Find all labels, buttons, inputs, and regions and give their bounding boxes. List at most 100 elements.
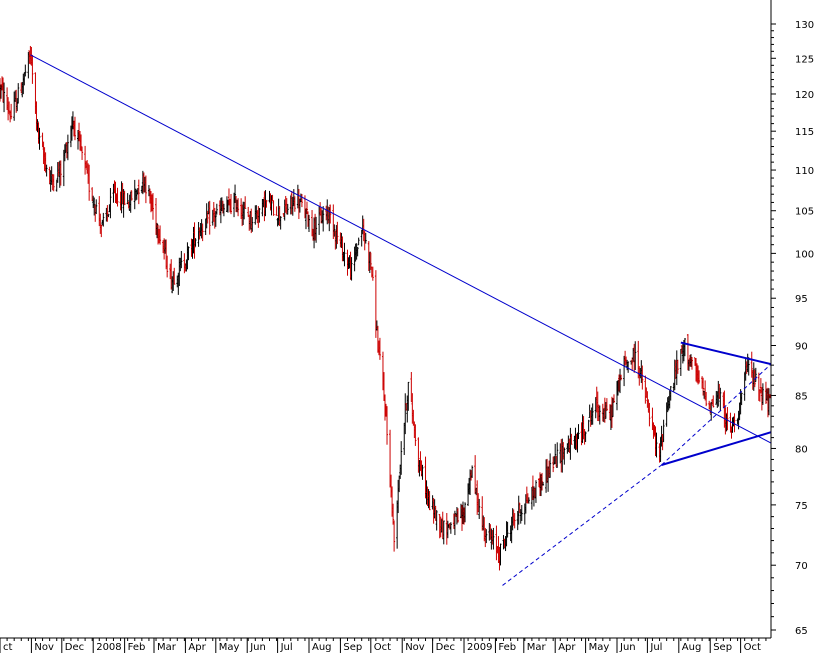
- candle: [729, 412, 732, 433]
- candle: [100, 224, 103, 238]
- candle: [36, 119, 39, 133]
- candle: [556, 442, 559, 468]
- candle: [88, 164, 91, 201]
- candle: [31, 54, 34, 84]
- y-tick-label: 115: [795, 127, 814, 138]
- candle: [752, 362, 755, 391]
- candle: [66, 134, 69, 161]
- candle: [620, 374, 623, 381]
- candle: [587, 419, 590, 432]
- candle: [605, 398, 608, 411]
- candle: [193, 222, 196, 259]
- candle: [17, 83, 20, 104]
- candle: [208, 200, 211, 235]
- candle: [166, 255, 169, 278]
- candle: [669, 385, 672, 401]
- candle: [520, 505, 523, 521]
- candle: [740, 392, 743, 406]
- x-tick-label: Feb: [498, 642, 516, 653]
- candle: [279, 216, 282, 230]
- candle: [464, 502, 467, 523]
- candle: [206, 210, 209, 224]
- candle: [428, 491, 431, 511]
- candle: [116, 187, 119, 207]
- candle: [506, 521, 509, 538]
- candle: [275, 206, 278, 217]
- y-tick-label: 85: [795, 391, 808, 402]
- y-tick-label: 65: [795, 626, 808, 637]
- candle: [485, 529, 488, 544]
- x-tick-label: May: [589, 642, 610, 653]
- candle: [59, 160, 62, 186]
- y-tick-label: 75: [795, 501, 808, 512]
- candle: [449, 522, 452, 534]
- candle: [126, 193, 129, 205]
- candle: [144, 175, 147, 204]
- x-tick-label: Aug: [312, 642, 332, 653]
- candle: [676, 359, 679, 374]
- candle: [407, 381, 410, 411]
- candle: [180, 250, 183, 269]
- candle: [322, 206, 325, 232]
- candle: [527, 497, 530, 504]
- candle: [584, 431, 587, 443]
- candle: [272, 200, 275, 216]
- y-tick-label: 120: [795, 90, 814, 101]
- candle: [435, 510, 438, 531]
- trendline-4: [502, 464, 662, 586]
- candle: [492, 527, 495, 550]
- candle: [733, 413, 736, 433]
- candle: [194, 238, 197, 247]
- candle: [214, 211, 217, 227]
- candle: [563, 447, 566, 465]
- candle: [95, 199, 98, 215]
- candle: [315, 216, 318, 243]
- y-tick-label: 90: [795, 341, 808, 352]
- candle: [201, 223, 204, 242]
- candle: [159, 225, 162, 245]
- candle: [554, 443, 557, 465]
- x-tick-label: ct: [3, 642, 12, 653]
- candle: [106, 205, 109, 222]
- x-tick-label: May: [219, 642, 240, 653]
- trendline-1: [30, 54, 772, 444]
- x-tick-label: Jul: [280, 642, 293, 653]
- candle: [552, 456, 555, 473]
- candle: [369, 252, 372, 270]
- x-tick-label: Mar: [157, 642, 177, 653]
- candle: [683, 338, 686, 357]
- candle: [549, 453, 552, 478]
- candle: [499, 543, 502, 566]
- x-tick-label: Sep: [713, 642, 732, 653]
- candle: [258, 207, 261, 223]
- candle: [336, 221, 339, 245]
- x-tick-label: Feb: [128, 642, 146, 653]
- trendline-5: [661, 363, 772, 466]
- candle: [610, 396, 613, 428]
- candle: [73, 116, 76, 141]
- candle: [598, 405, 601, 425]
- x-tick-label: Jul: [649, 642, 662, 653]
- candle: [702, 377, 705, 396]
- candle: [648, 402, 651, 427]
- candle: [442, 520, 445, 545]
- x-tick-label: Apr: [558, 642, 576, 653]
- y-tick-label: 125: [795, 54, 814, 65]
- candle: [229, 193, 232, 215]
- x-tick-label: Apr: [188, 642, 206, 653]
- candle: [81, 146, 84, 160]
- candle: [400, 441, 403, 475]
- candle: [577, 424, 580, 440]
- y-tick-label: 80: [795, 444, 808, 455]
- candle: [308, 214, 311, 233]
- candle: [102, 212, 105, 227]
- candle: [386, 406, 389, 445]
- candle: [286, 203, 289, 215]
- candle: [151, 193, 154, 220]
- x-tick-label: Jun: [619, 642, 636, 653]
- candle: [350, 257, 353, 281]
